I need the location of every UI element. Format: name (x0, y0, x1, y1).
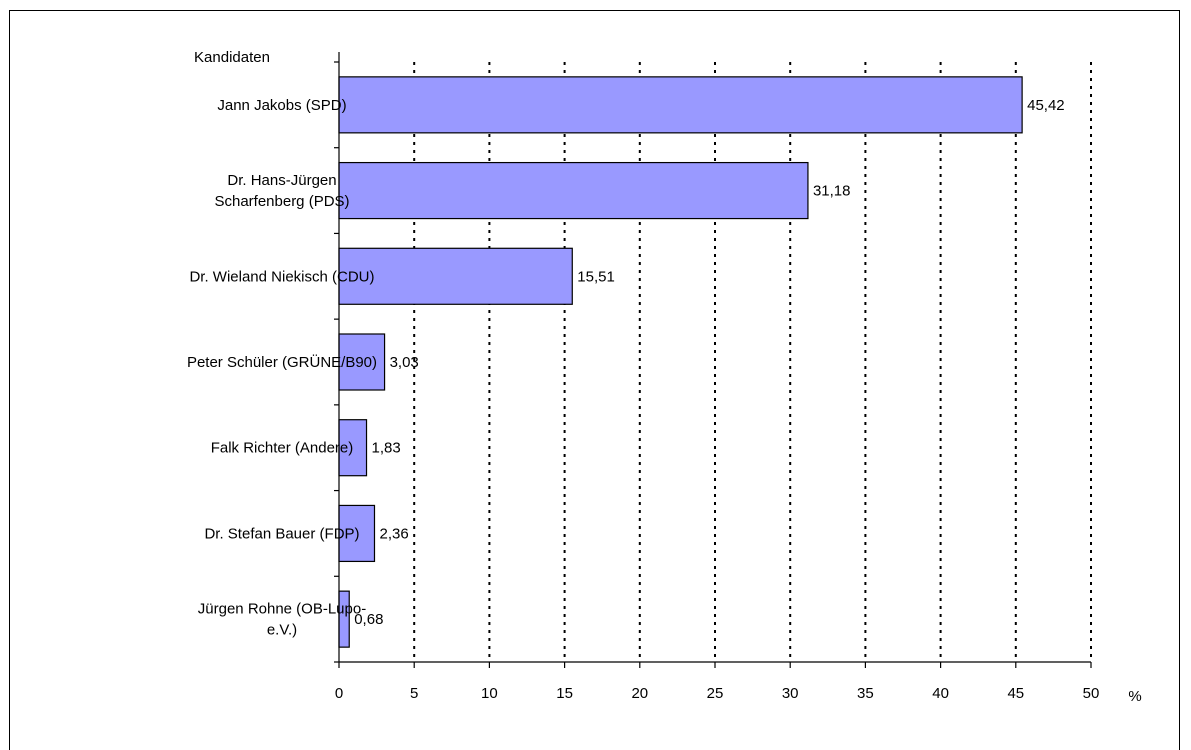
x-tick-label: 0 (335, 685, 343, 702)
bar (338, 333, 386, 391)
x-tick-label: 10 (481, 685, 498, 702)
category-label: Dr. Hans-Jürgen Scharfenberg (PDS) (214, 172, 349, 210)
bar (338, 590, 350, 648)
x-tick-label: 50 (1083, 685, 1100, 702)
category-label: Falk Richter (Andere) (211, 440, 354, 457)
category-label: Jürgen Rohne (OB-Lupo-e.V.) (198, 601, 366, 639)
x-tick-label: 15 (556, 685, 573, 702)
category-label: Dr. Wieland Niekisch (CDU) (189, 268, 374, 285)
value-label: 0,68 (354, 611, 383, 628)
category-label: Peter Schüler (GRÜNE/B90) (187, 353, 377, 371)
category-label: Dr. Stefan Bauer (FDP) (204, 525, 359, 542)
bar (338, 504, 376, 563)
value-label: 15,51 (577, 268, 615, 285)
x-tick-label: 30 (782, 685, 799, 702)
x-tick-label: 40 (932, 685, 949, 702)
x-tick-label: 25 (707, 685, 724, 702)
chart-frame (9, 10, 1180, 750)
x-tick-label: 35 (857, 685, 874, 702)
bar (338, 161, 809, 220)
x-tick-label: 20 (631, 685, 648, 702)
bar (338, 76, 1023, 134)
y-axis-title: Kandidaten (194, 49, 270, 66)
category-label: Jann Jakobs (SPD) (217, 97, 346, 114)
bar (338, 247, 573, 305)
value-label: 31,18 (813, 183, 851, 200)
value-label: 2,36 (379, 525, 408, 542)
value-label: 45,42 (1027, 97, 1065, 114)
x-tick-label: 5 (410, 685, 418, 702)
x-axis-unit: % (1128, 688, 1141, 705)
value-label: 3,03 (390, 354, 419, 371)
value-label: 1,83 (372, 440, 401, 457)
x-tick-label: 45 (1007, 685, 1024, 702)
